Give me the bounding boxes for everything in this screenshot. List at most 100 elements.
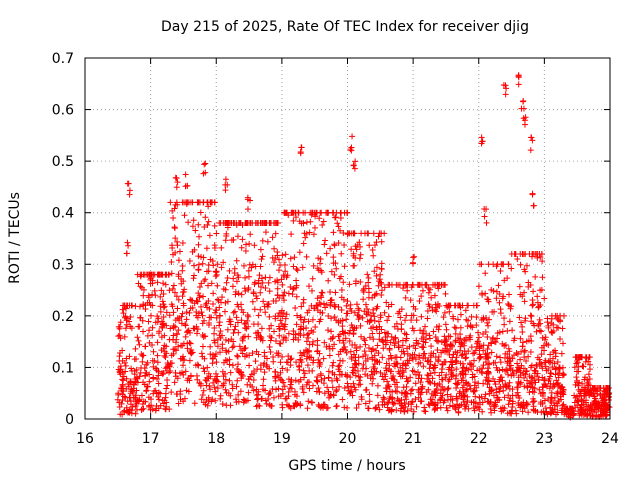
data-point <box>174 238 181 245</box>
data-point <box>240 334 247 341</box>
data-point <box>255 280 262 287</box>
data-point <box>336 337 343 344</box>
data-point <box>438 281 445 288</box>
data-point <box>565 413 572 420</box>
data-point <box>523 338 530 345</box>
data-point <box>127 379 134 386</box>
data-point <box>409 398 416 405</box>
data-point <box>306 385 313 392</box>
data-point <box>378 266 385 273</box>
data-point <box>424 315 431 322</box>
data-point <box>195 221 202 228</box>
data-point <box>199 353 206 360</box>
data-point <box>279 365 286 372</box>
data-point <box>339 328 346 335</box>
data-point <box>579 363 586 370</box>
data-point <box>535 321 542 328</box>
data-point <box>326 352 333 359</box>
data-point <box>520 365 527 372</box>
data-point <box>447 393 454 400</box>
data-point <box>172 249 179 256</box>
data-point <box>340 279 347 286</box>
data-point <box>334 377 341 384</box>
data-point <box>461 342 468 349</box>
data-point <box>181 212 188 219</box>
data-point <box>314 374 321 381</box>
data-point <box>369 294 376 301</box>
data-point <box>366 391 373 398</box>
data-point <box>452 338 459 345</box>
data-point <box>266 288 273 295</box>
data-point <box>337 227 344 234</box>
data-point <box>220 380 227 387</box>
data-point <box>240 309 247 316</box>
data-point <box>373 358 380 365</box>
data-point <box>508 265 515 272</box>
data-point <box>520 98 527 105</box>
data-point <box>124 180 131 187</box>
data-point <box>211 353 218 360</box>
data-point <box>490 359 497 366</box>
data-point <box>438 369 445 376</box>
data-point <box>124 409 131 416</box>
data-point <box>146 327 153 334</box>
data-point <box>388 355 395 362</box>
data-point <box>235 361 242 368</box>
data-point <box>502 91 509 98</box>
data-point <box>459 384 466 391</box>
data-point <box>530 395 537 402</box>
data-point <box>366 345 373 352</box>
data-point <box>345 383 352 390</box>
data-point <box>173 347 180 354</box>
data-point <box>330 209 337 216</box>
data-point <box>175 296 182 303</box>
data-point <box>556 364 563 371</box>
data-point <box>413 317 420 324</box>
data-point <box>326 345 333 352</box>
data-point <box>244 194 251 201</box>
data-point <box>427 358 434 365</box>
data-point <box>509 370 516 377</box>
data-point <box>320 380 327 387</box>
data-point <box>140 379 147 386</box>
data-point <box>247 231 254 238</box>
data-point <box>214 385 221 392</box>
data-point <box>191 400 198 407</box>
data-point <box>195 241 202 248</box>
data-point <box>197 209 204 216</box>
data-point <box>317 301 324 308</box>
chart-title: Day 215 of 2025, Rate Of TEC Index for r… <box>161 19 529 35</box>
data-point <box>174 391 181 398</box>
data-point <box>239 337 246 344</box>
data-point <box>303 230 310 237</box>
data-point <box>514 384 521 391</box>
data-point <box>201 224 208 231</box>
data-point <box>309 367 316 374</box>
data-point <box>448 367 455 374</box>
data-point <box>276 294 283 301</box>
data-point <box>407 374 414 381</box>
data-point <box>392 354 399 361</box>
data-point <box>446 402 453 409</box>
data-point <box>202 160 209 167</box>
data-point <box>353 405 360 412</box>
data-point <box>305 318 312 325</box>
data-point <box>521 383 528 390</box>
data-point <box>228 237 235 244</box>
data-point <box>327 245 334 252</box>
data-point <box>322 304 329 311</box>
data-point <box>331 214 338 221</box>
data-point <box>444 396 451 403</box>
data-point <box>437 404 444 411</box>
data-point <box>465 366 472 373</box>
data-point <box>567 407 574 414</box>
data-point <box>281 326 288 333</box>
data-point <box>369 380 376 387</box>
data-point <box>207 373 214 380</box>
data-point <box>533 361 540 368</box>
data-point <box>401 330 408 337</box>
data-point <box>278 276 285 283</box>
data-point <box>325 209 332 216</box>
data-point <box>386 345 393 352</box>
data-point <box>410 342 417 349</box>
